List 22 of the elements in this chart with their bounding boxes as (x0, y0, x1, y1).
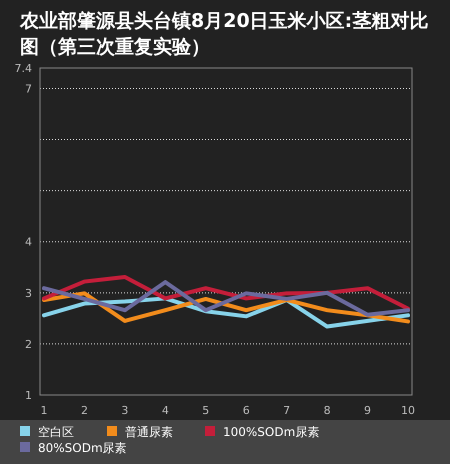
y-tick-label: 7.4 (14, 62, 32, 75)
chart-title: 农业部肇源县头台镇8月20日玉米小区:茎粗对比图（第三次重复实验） (19, 10, 428, 58)
line-series (42, 280, 410, 317)
y-tick-label: 7 (25, 82, 32, 96)
y-tick-label: 2 (25, 338, 32, 351)
x-tick-label: 4 (162, 404, 169, 417)
x-tick-label: 9 (364, 404, 372, 417)
x-tick-label: 6 (242, 404, 250, 417)
y-tick-label: 3 (25, 286, 32, 300)
legend-label: 100%SODm尿素 (223, 425, 320, 439)
x-tick-label: 8 (324, 404, 331, 417)
x-tick-label: 2 (80, 404, 88, 417)
legend-label: 空白区 (38, 425, 74, 439)
y-tick-label: 4 (25, 236, 32, 249)
x-tick-label: 1 (40, 404, 48, 417)
x-tick-label: 7 (283, 404, 290, 417)
x-tick-label: 3 (121, 404, 128, 417)
y-tick-label: 1 (25, 389, 32, 402)
x-tick-label: 5 (202, 404, 210, 417)
legend-label: 80%SODm尿素 (38, 441, 127, 455)
legend-label: 普通尿素 (125, 425, 173, 439)
x-tick-label: 10 (401, 404, 415, 417)
